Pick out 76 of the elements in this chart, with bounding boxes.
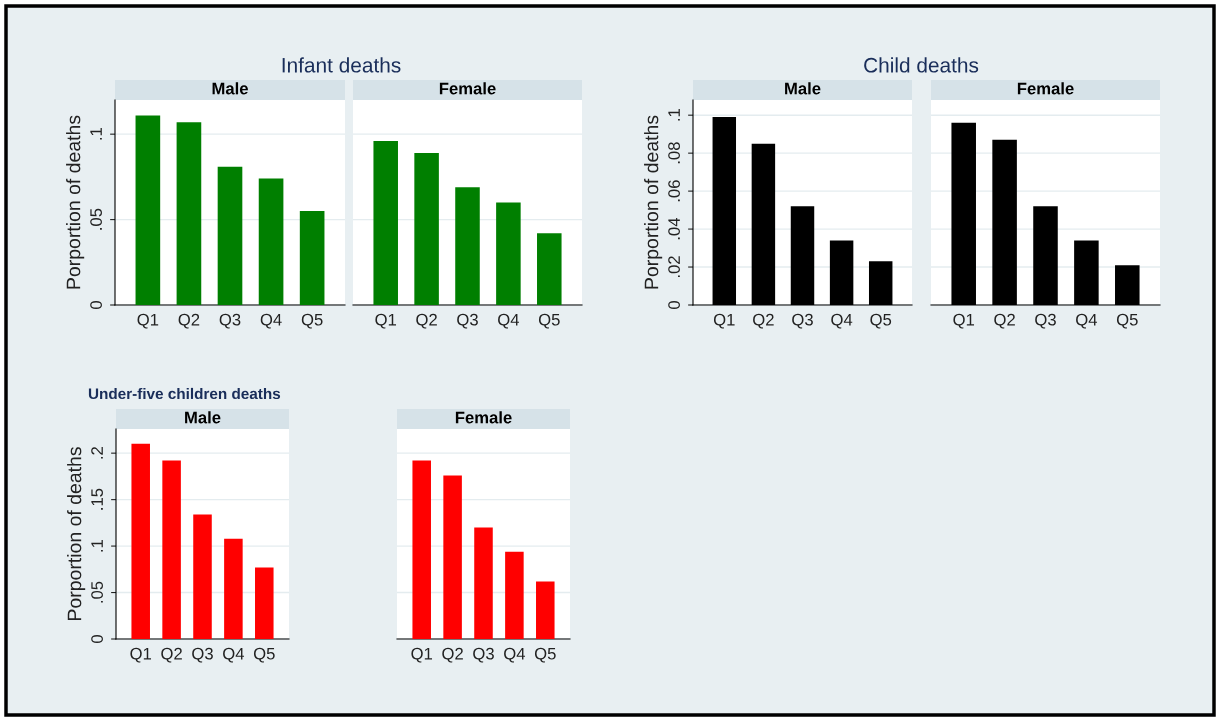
chart-title: Child deaths: [864, 57, 979, 73]
y-tick-label: .05: [90, 208, 102, 230]
x-tick-label: Q1: [375, 313, 397, 329]
x-tick-label: Q4: [260, 313, 282, 329]
x-tick-label: Q3: [792, 313, 813, 329]
bar: [217, 166, 243, 305]
bar: [537, 233, 562, 305]
x-tick-label: Q4: [498, 313, 520, 329]
x-tick-label: Q4: [223, 647, 245, 663]
x-tick-label: Q1: [953, 313, 975, 329]
chart-title: Under-five children deaths: [88, 387, 281, 400]
y-tick-label: .05: [91, 581, 103, 603]
y-tick-label: .2: [91, 447, 103, 459]
x-tick-label: Q1: [411, 647, 433, 663]
x-tick-label: Q1: [137, 313, 159, 329]
x-tick-label: Q2: [994, 313, 1015, 329]
bar: [412, 460, 431, 639]
y-tick-label: 0: [668, 301, 680, 309]
bar: [474, 527, 493, 639]
chart-subtitle: Female: [439, 82, 496, 95]
y-tick-label: 0: [90, 301, 102, 309]
chart-subtitle: Female: [1017, 82, 1074, 95]
bar: [414, 152, 439, 305]
bar: [131, 443, 150, 639]
bar: [496, 202, 521, 305]
bar: [193, 514, 212, 639]
x-tick-label: Q2: [161, 647, 182, 663]
y-axis-title: Porportion of deaths: [66, 115, 85, 289]
x-tick-label: Q5: [1116, 313, 1138, 329]
x-tick-label: Q3: [219, 313, 241, 329]
chart-subtitle: Female: [455, 411, 512, 424]
x-tick-label: Q3: [473, 647, 494, 663]
chart-subtitle: Male: [212, 82, 248, 95]
y-tick-label: .1: [668, 109, 680, 121]
bar: [176, 122, 202, 305]
y-tick-label: 0: [91, 635, 103, 643]
y-tick-label: .02: [668, 256, 680, 278]
chart-title: Infant deaths: [282, 57, 401, 73]
bar: [224, 538, 243, 639]
y-tick-label: .15: [91, 488, 103, 510]
x-tick-label: Q2: [753, 313, 774, 329]
x-tick-label: Q5: [253, 647, 275, 663]
x-tick-label: Q2: [442, 647, 463, 663]
x-tick-label: Q3: [1035, 313, 1056, 329]
x-tick-label: Q4: [1076, 313, 1098, 329]
x-tick-label: Q4: [504, 647, 526, 663]
x-tick-label: Q5: [534, 647, 556, 663]
x-tick-label: Q2: [416, 313, 437, 329]
bar: [299, 211, 325, 305]
bar: [135, 115, 161, 305]
x-tick-label: Q2: [178, 313, 200, 329]
x-tick-label: Q3: [192, 647, 213, 663]
x-tick-label: Q3: [457, 313, 478, 329]
bar: [162, 460, 181, 639]
x-tick-label: Q1: [713, 313, 735, 329]
chart-subtitle: Male: [785, 82, 821, 95]
bar: [443, 475, 462, 639]
bar: [505, 551, 524, 639]
y-tick-label: .1: [91, 539, 103, 552]
chart-subtitle: Male: [185, 411, 221, 424]
x-tick-label: Q5: [301, 313, 323, 329]
y-tick-label: .06: [668, 180, 680, 202]
y-tick-label: .08: [668, 142, 680, 164]
x-tick-label: Q1: [130, 647, 152, 663]
y-axis-title: Porportion of deaths: [67, 447, 86, 620]
x-tick-label: Q4: [831, 313, 853, 329]
x-tick-label: Q5: [538, 313, 560, 329]
y-tick-label: .1: [90, 128, 102, 140]
bar: [373, 141, 398, 305]
bar: [455, 187, 480, 305]
bar: [536, 581, 555, 639]
bar: [258, 178, 284, 305]
bar: [255, 567, 274, 639]
y-axis-title: Porportion of deaths: [644, 115, 663, 289]
x-tick-label: Q5: [870, 313, 892, 329]
y-tick-label: .04: [668, 217, 680, 240]
